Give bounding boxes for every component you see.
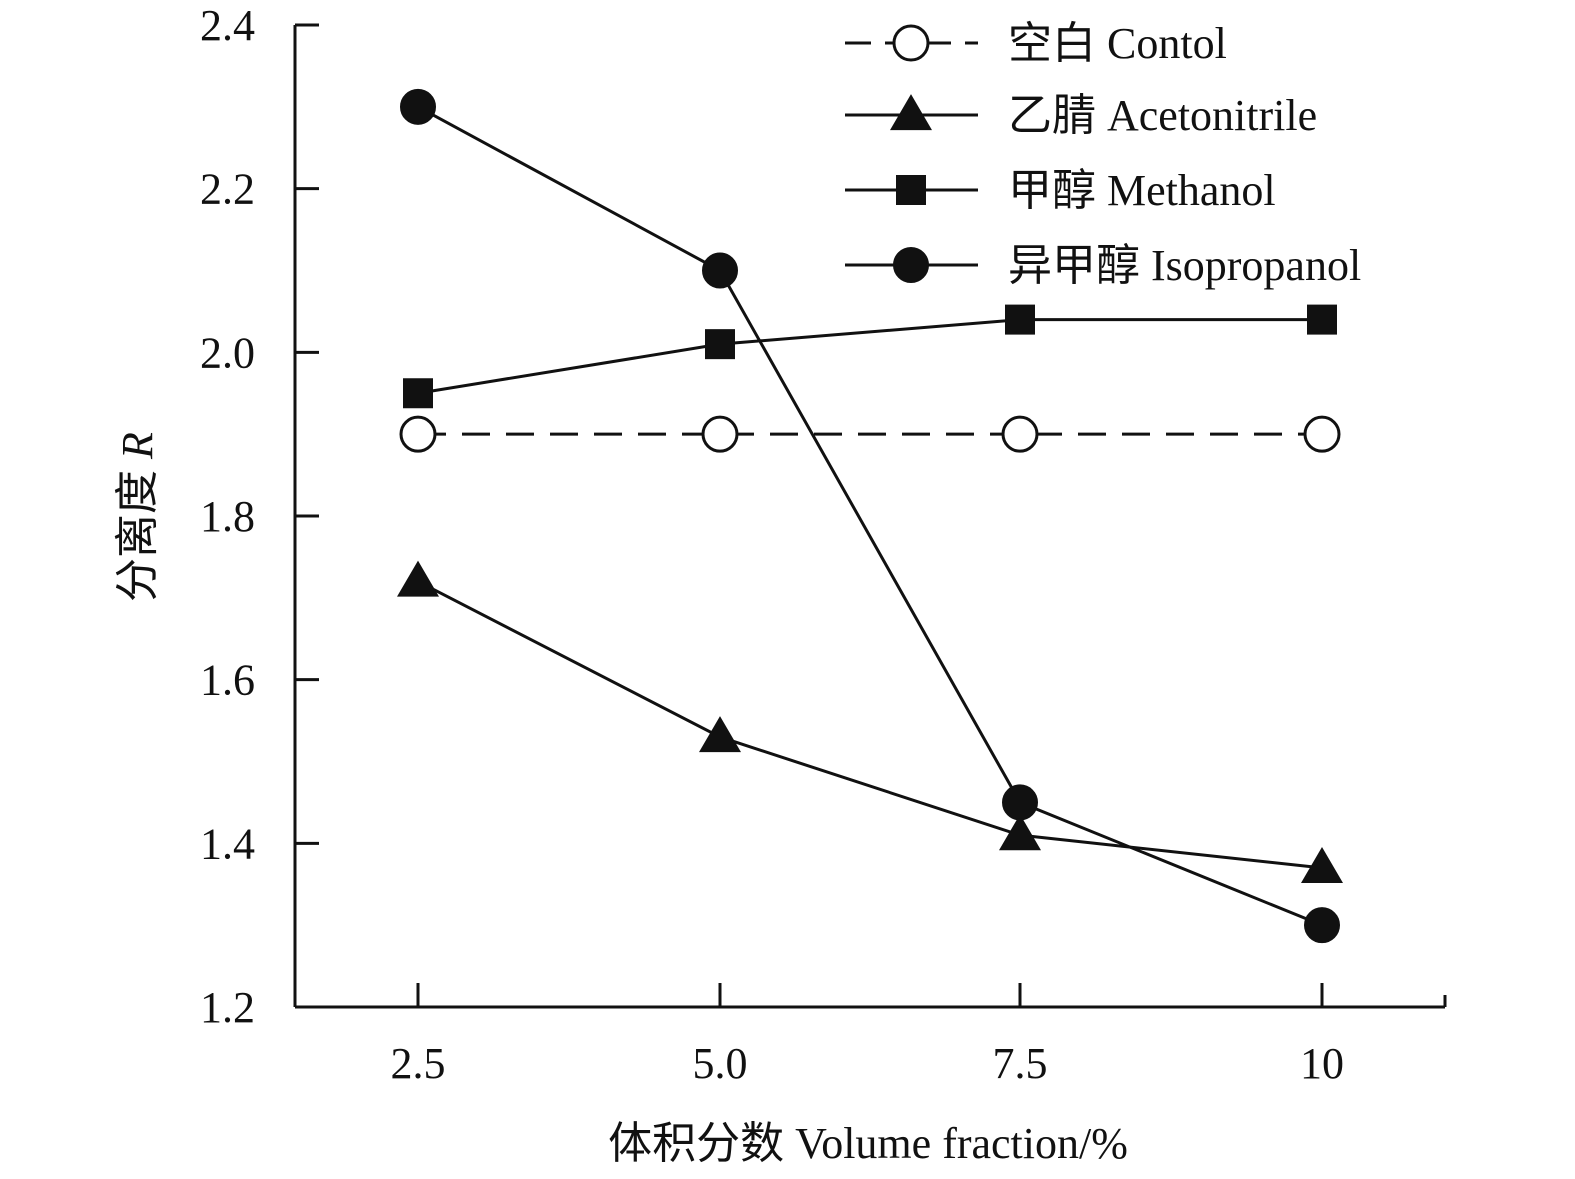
- series-2-line: [417, 318, 1322, 395]
- series-0-point-0: [399, 415, 437, 453]
- series-0-point-2: [1001, 415, 1039, 453]
- series-2-point-2: [1005, 304, 1035, 335]
- series-2-point-0: [403, 378, 433, 409]
- legend-label-0: 空白 Contol: [1008, 19, 1227, 68]
- series-2: [403, 304, 1337, 409]
- legend-marker-2: [896, 175, 926, 205]
- series-3: [400, 88, 1340, 944]
- axes: 1.2 1.4 1.6 1.8 2.0 2.2 2.4 2.5 5.0 7.5 10: [200, 1, 1447, 1088]
- legend-marker-3: [893, 247, 929, 283]
- y-axis-title-main: 分离度: [113, 459, 162, 602]
- y-tick-label: 1.4: [200, 819, 255, 868]
- series-1-point-1: [699, 716, 741, 753]
- series-1-point-2: [999, 814, 1041, 851]
- series-2-point-1: [705, 329, 735, 360]
- legend-item-1: 乙腈 Acetonitrile: [845, 91, 1317, 140]
- series-3-point-2: [1002, 784, 1038, 821]
- series-1-line: [417, 580, 1323, 870]
- x-tick-label: 5.0: [693, 1039, 748, 1088]
- series-2-point-3: [1307, 304, 1337, 335]
- y-tick-label: 1.6: [200, 656, 255, 705]
- legend-marker-0: [892, 24, 930, 62]
- x-axis-title: 体积分数 Volume fraction/%: [608, 1119, 1128, 1168]
- legend-item-3: 异甲醇 Isopropanol: [845, 241, 1361, 290]
- x-tick-label: 7.5: [993, 1039, 1048, 1088]
- x-tick-label: 10: [1300, 1039, 1344, 1088]
- series-3-point-0: [400, 88, 436, 125]
- series-3-line: [417, 105, 1323, 927]
- y-tick-label: 1.8: [200, 492, 255, 541]
- y-axis-title-var: R: [113, 432, 162, 460]
- legend-label-2: 甲醇 Methanol: [1008, 166, 1276, 215]
- series-0-point-1: [701, 415, 739, 453]
- x-tick-label: 2.5: [391, 1039, 446, 1088]
- series-3-point-1: [702, 252, 738, 289]
- legend-marker-1: [890, 94, 932, 131]
- series-layer: [397, 88, 1343, 944]
- y-tick-label: 2.0: [200, 328, 255, 377]
- y-tick-label: 2.4: [200, 1, 255, 50]
- y-tick-label: 2.2: [200, 165, 255, 214]
- series-3-point-3: [1304, 907, 1340, 944]
- y-tick-label: 1.2: [200, 983, 255, 1032]
- legend-item-0: 空白 Contol: [845, 19, 1227, 68]
- series-1-point-0: [397, 560, 439, 597]
- y-axis-title: 分离度 R: [113, 432, 162, 602]
- legend-item-2: 甲醇 Methanol: [845, 166, 1276, 215]
- series-0-point-3: [1303, 415, 1341, 453]
- legend-label-1: 乙腈 Acetonitrile: [1008, 91, 1317, 140]
- series-1: [397, 560, 1343, 884]
- legend-label-3: 异甲醇 Isopropanol: [1008, 241, 1361, 290]
- legend: 空白 Contol 乙腈 Acetonitrile 甲醇 Methanol 异甲醇 I…: [845, 19, 1361, 290]
- series-1-point-3: [1301, 847, 1343, 884]
- series-0: [399, 415, 1341, 453]
